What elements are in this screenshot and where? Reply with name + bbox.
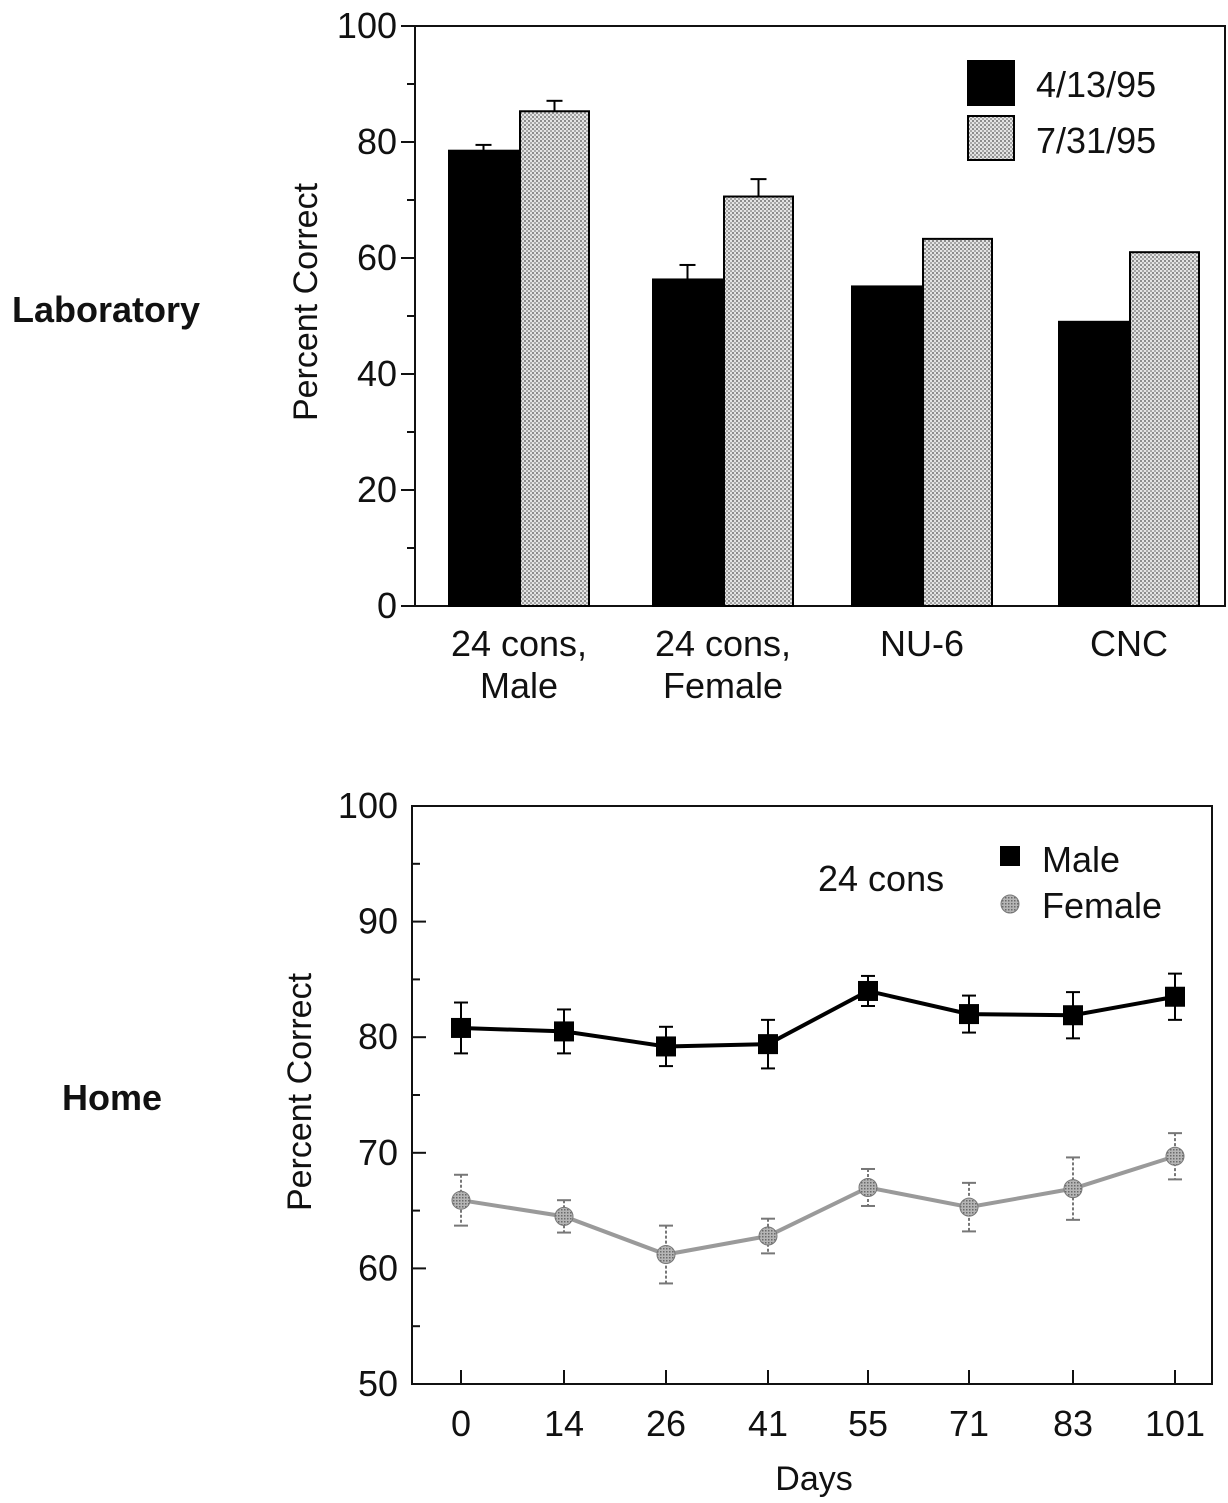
bar-24-cons-female-4-13-95	[652, 278, 723, 607]
bar-y-tick-label: 80	[357, 121, 397, 162]
legend-label-male: Male	[1042, 839, 1120, 880]
bar-cnc-4-13-95	[1058, 320, 1129, 607]
bar-category-label: 24 cons,	[451, 623, 587, 664]
bar-24-cons-male-7-31-95	[519, 110, 590, 607]
legend-swatch-7-31-95	[967, 115, 1015, 161]
line-y-tick-label: 100	[338, 785, 398, 826]
bar-24-cons-male-4-13-95	[448, 149, 519, 607]
bar-category-label: CNC	[1090, 623, 1168, 664]
point-male	[1063, 1005, 1083, 1026]
point-female	[554, 1206, 574, 1226]
series-female	[451, 1132, 1185, 1285]
line-x-tick-label: 14	[544, 1403, 584, 1444]
bar-legend: 4/13/95 7/31/95	[967, 60, 1156, 161]
legend-title-24-cons: 24 cons	[818, 858, 944, 899]
legend-label-4-13-95: 4/13/95	[1036, 64, 1156, 105]
line-y-tick-label: 60	[358, 1247, 398, 1288]
line-x-tick-label: 55	[848, 1403, 888, 1444]
line-x-tick-label: 41	[748, 1403, 788, 1444]
point-male	[1165, 986, 1185, 1007]
home-line-chart: Home Percent Correct 50 60 70 80 90 100 0 14 26…	[62, 785, 1213, 1498]
point-male	[858, 980, 878, 1001]
bar-cnc-7-31-95	[1129, 251, 1200, 607]
bar-nu-6-4-13-95	[851, 285, 922, 607]
point-male	[758, 1034, 778, 1055]
point-female	[656, 1245, 676, 1265]
line-x-tick-label: 26	[646, 1403, 686, 1444]
line-y-axis-title: Percent Correct	[281, 972, 319, 1211]
series-line-female	[460, 1154, 1176, 1257]
bar-y-tick-label: 100	[337, 5, 397, 46]
bar-y-axis-title: Percent Correct	[287, 182, 325, 421]
point-male	[959, 1004, 979, 1025]
line-x-tick-label: 83	[1053, 1403, 1093, 1444]
line-legend: 24 cons Male Female	[818, 839, 1162, 926]
point-female	[451, 1190, 471, 1210]
bar-24-cons-female-7-31-95	[723, 195, 794, 608]
bar-y-tick-label: 40	[357, 353, 397, 394]
bar-y-tick-label: 60	[357, 237, 397, 278]
line-y-tick-label: 90	[358, 901, 398, 942]
laboratory-bar-chart: Laboratory Percent Correct 020406080100 …	[12, 5, 1226, 706]
bar-y-tick-label: 0	[377, 585, 397, 626]
bar-category-label: Female	[663, 665, 783, 706]
point-male	[554, 1021, 574, 1042]
line-x-axis-title: Days	[775, 1460, 852, 1498]
line-x-tick-label: 71	[949, 1403, 989, 1444]
line-y-tick-label: 70	[358, 1132, 398, 1173]
bar-nu-6-7-31-95	[922, 237, 993, 608]
legend-marker-female	[1000, 894, 1020, 914]
series-male	[451, 972, 1185, 1070]
line-y-tick-label: 80	[358, 1016, 398, 1057]
bar-category-label: 24 cons,	[655, 623, 791, 664]
series-line-male	[460, 988, 1176, 1049]
legend-swatch-4-13-95	[967, 60, 1015, 106]
line-y-tick-label: 50	[358, 1363, 398, 1404]
panel-label-home: Home	[62, 1077, 162, 1118]
panel-label-laboratory: Laboratory	[12, 289, 200, 330]
point-female	[1063, 1179, 1083, 1199]
point-male	[656, 1036, 676, 1057]
line-x-tick-label: 0	[451, 1403, 471, 1444]
line-x-tick-label: 101	[1145, 1403, 1205, 1444]
bar-category-label: NU-6	[880, 623, 964, 664]
point-male	[451, 1017, 471, 1038]
bar-y-tick-label: 20	[357, 469, 397, 510]
legend-label-7-31-95: 7/31/95	[1036, 120, 1156, 161]
point-female	[959, 1197, 979, 1217]
point-female	[858, 1177, 878, 1197]
legend-label-female: Female	[1042, 885, 1162, 926]
legend-marker-male	[1000, 846, 1020, 866]
point-female	[758, 1226, 778, 1246]
point-female	[1165, 1146, 1185, 1166]
bar-category-label: Male	[480, 665, 558, 706]
